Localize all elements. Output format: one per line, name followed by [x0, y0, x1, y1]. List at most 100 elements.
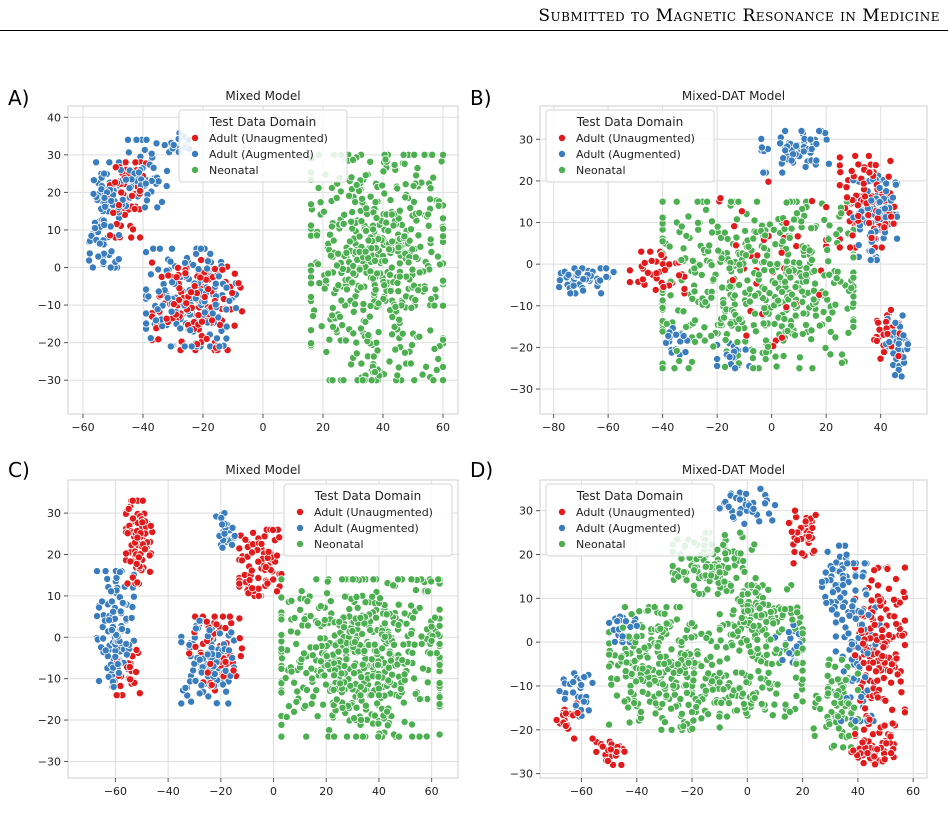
data-point [342, 655, 351, 664]
chart-title: Mixed Model [225, 463, 300, 477]
data-point [346, 681, 355, 690]
data-point [764, 678, 773, 687]
data-point [882, 739, 891, 748]
data-point [875, 198, 884, 207]
data-point [89, 176, 98, 185]
data-point [879, 348, 888, 357]
data-point [312, 231, 321, 240]
data-point [142, 319, 151, 328]
data-point [697, 270, 706, 279]
data-point [106, 263, 115, 272]
data-point [707, 293, 716, 302]
data-point [241, 535, 250, 544]
data-point [592, 747, 601, 756]
data-point [210, 612, 219, 621]
data-point [688, 724, 697, 733]
data-point [358, 629, 367, 638]
data-point [867, 233, 876, 242]
data-point [322, 347, 331, 356]
data-point [349, 329, 358, 338]
data-point [675, 603, 684, 612]
data-point [277, 688, 286, 697]
data-point [862, 590, 871, 599]
data-point [564, 270, 573, 279]
data-point [674, 572, 683, 581]
data-point [323, 577, 332, 586]
data-point [370, 368, 379, 377]
data-point [806, 135, 815, 144]
data-point [211, 300, 220, 309]
data-point [715, 568, 724, 577]
data-point [370, 640, 379, 649]
data-point [401, 193, 410, 202]
data-point [187, 288, 196, 297]
data-point [798, 666, 807, 675]
data-point [832, 274, 841, 283]
data-point [837, 209, 846, 218]
data-point [182, 299, 191, 308]
x-tick-label: 0 [260, 421, 267, 434]
data-point [667, 645, 676, 654]
data-point [670, 364, 679, 373]
data-point [861, 673, 870, 682]
scatter-chart-a: Mixed Model −60 −40 −20 0 20 40 60 −30 −20 −10 0 10 2… [38, 89, 459, 434]
data-point [679, 331, 688, 340]
data-point [407, 303, 416, 312]
data-point [730, 554, 739, 563]
data-point [394, 363, 403, 372]
data-point [764, 177, 773, 186]
data-point [197, 681, 206, 690]
data-point [356, 691, 365, 700]
data-point [316, 602, 325, 611]
data-point [690, 264, 699, 273]
data-point [838, 581, 847, 590]
legend-entry: Adult (Unaugmented) [576, 132, 695, 145]
data-point [195, 689, 204, 698]
data-point [687, 708, 696, 717]
data-point [230, 321, 239, 330]
data-point [247, 566, 256, 575]
data-point [728, 641, 737, 650]
data-point [330, 732, 339, 741]
data-point [106, 231, 115, 240]
data-point [434, 354, 443, 363]
data-point [352, 732, 361, 741]
data-point [114, 201, 123, 210]
data-point [322, 589, 331, 598]
y-tick-label: 0 [526, 258, 533, 271]
data-point [561, 721, 570, 730]
legend-marker [558, 540, 567, 549]
data-point [359, 299, 368, 308]
data-point [720, 577, 729, 586]
legend-marker [558, 524, 567, 533]
data-point [701, 562, 710, 571]
data-point [646, 247, 655, 256]
data-point [228, 523, 237, 532]
data-point [835, 181, 844, 190]
data-point [393, 184, 402, 193]
data-point [164, 271, 173, 280]
data-point [380, 189, 389, 198]
data-point [636, 707, 645, 716]
data-point [374, 732, 383, 741]
data-point [808, 364, 817, 373]
data-point [149, 244, 158, 253]
data-point [865, 715, 874, 724]
data-point [321, 680, 330, 689]
data-point [433, 252, 442, 261]
data-point [299, 649, 308, 658]
data-point [879, 643, 888, 652]
data-point [391, 345, 400, 354]
data-point [398, 329, 407, 338]
data-point [415, 603, 424, 612]
x-tick-label: 60 [436, 421, 450, 434]
data-point [801, 162, 810, 171]
data-point [336, 679, 345, 688]
data-point [426, 649, 435, 658]
data-point [776, 139, 785, 148]
data-point [715, 712, 724, 721]
data-point [874, 318, 883, 327]
data-point [789, 215, 798, 224]
data-point [868, 730, 877, 739]
data-point [740, 519, 749, 528]
